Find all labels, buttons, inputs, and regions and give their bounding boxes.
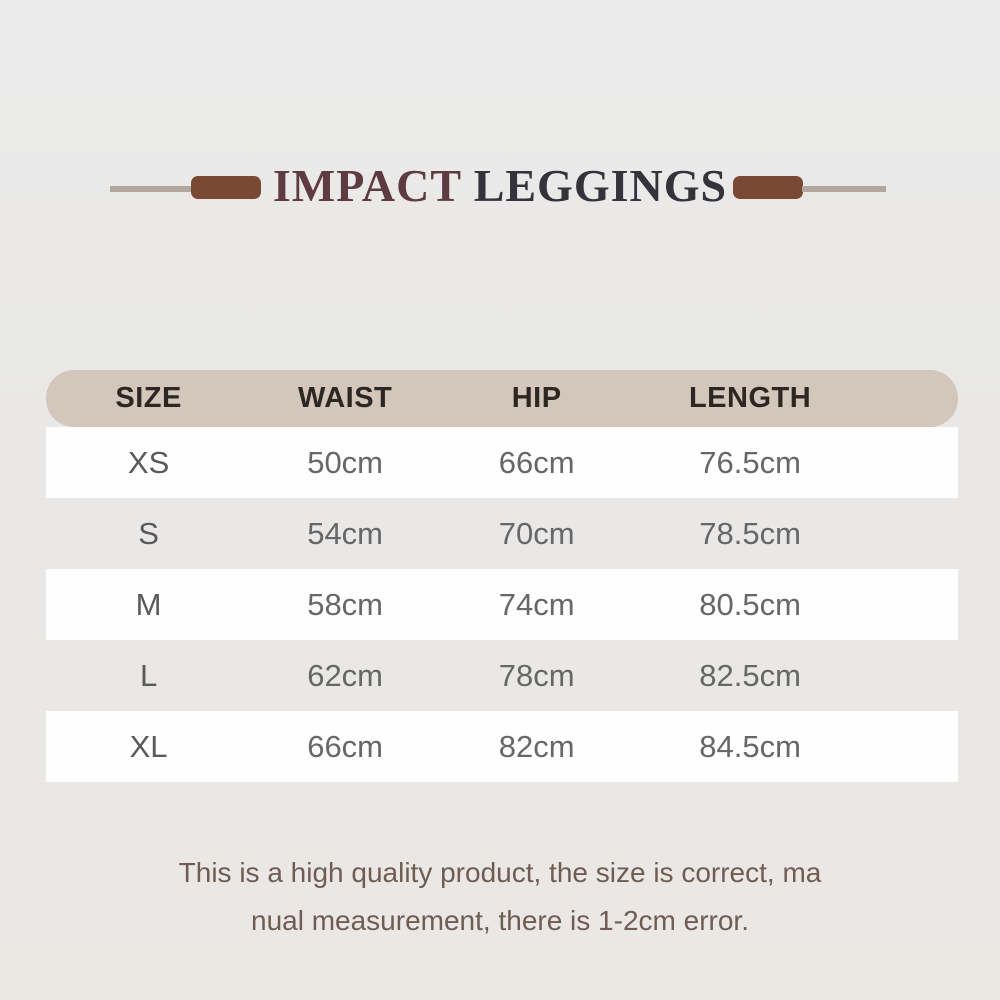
length-cell: 80.5cm: [699, 586, 801, 622]
column-header-hip: HIP: [511, 382, 562, 414]
hip-cell: 82cm: [498, 728, 575, 764]
title-ornament-left-line: [110, 186, 194, 192]
hip-cell: 66cm: [498, 444, 575, 480]
measurement-note-line1: This is a high quality product, the size…: [178, 857, 822, 888]
waist-cell: 62cm: [307, 657, 384, 693]
waist-cell: 58cm: [307, 586, 384, 622]
waist-cell: 50cm: [307, 444, 384, 480]
table-row: XL 66cm 82cm 84.5cm: [46, 711, 958, 782]
size-cell: S: [138, 515, 159, 551]
length-cell: 78.5cm: [699, 515, 801, 551]
waist-cell: 54cm: [307, 515, 384, 551]
table-row: S 54cm 70cm 78.5cm: [46, 498, 958, 569]
size-cell: M: [135, 586, 162, 622]
table-row: XS 50cm 66cm 76.5cm: [46, 427, 958, 498]
page-title-primary: IMPACT: [272, 160, 462, 211]
hip-cell: 74cm: [498, 586, 575, 622]
size-cell: XL: [129, 728, 168, 764]
column-header-length: LENGTH: [688, 382, 812, 414]
measurement-note-line2: nual measurement, there is 1-2cm error.: [251, 905, 749, 936]
title-band: IMPACT LEGGINGS: [0, 0, 1000, 240]
length-cell: 76.5cm: [699, 444, 801, 480]
hip-cell: 78cm: [498, 657, 575, 693]
table-row: L 62cm 78cm 82.5cm: [46, 640, 958, 711]
title-ornament-left-bar: [191, 176, 261, 199]
page-title: IMPACT LEGGINGS: [0, 161, 1000, 211]
length-cell: 82.5cm: [699, 657, 801, 693]
table-row: M 58cm 74cm 80.5cm: [46, 569, 958, 640]
waist-cell: 66cm: [307, 728, 384, 764]
page-title-secondary: LEGGINGS: [473, 160, 728, 211]
size-table: SIZE WAIST HIP LENGTH XS 50cm 66cm 76.5c…: [46, 370, 958, 782]
title-ornament-right-line: [802, 186, 886, 192]
measurement-note: This is a high quality product, the size…: [0, 849, 1000, 945]
title-ornament-right-bar: [733, 176, 803, 199]
size-table-header-row: SIZE WAIST HIP LENGTH: [46, 370, 958, 427]
size-cell: L: [139, 657, 158, 693]
column-header-waist: WAIST: [297, 382, 393, 414]
length-cell: 84.5cm: [699, 728, 801, 764]
hip-cell: 70cm: [498, 515, 575, 551]
column-header-size: SIZE: [115, 382, 182, 414]
size-cell: XS: [127, 444, 170, 480]
